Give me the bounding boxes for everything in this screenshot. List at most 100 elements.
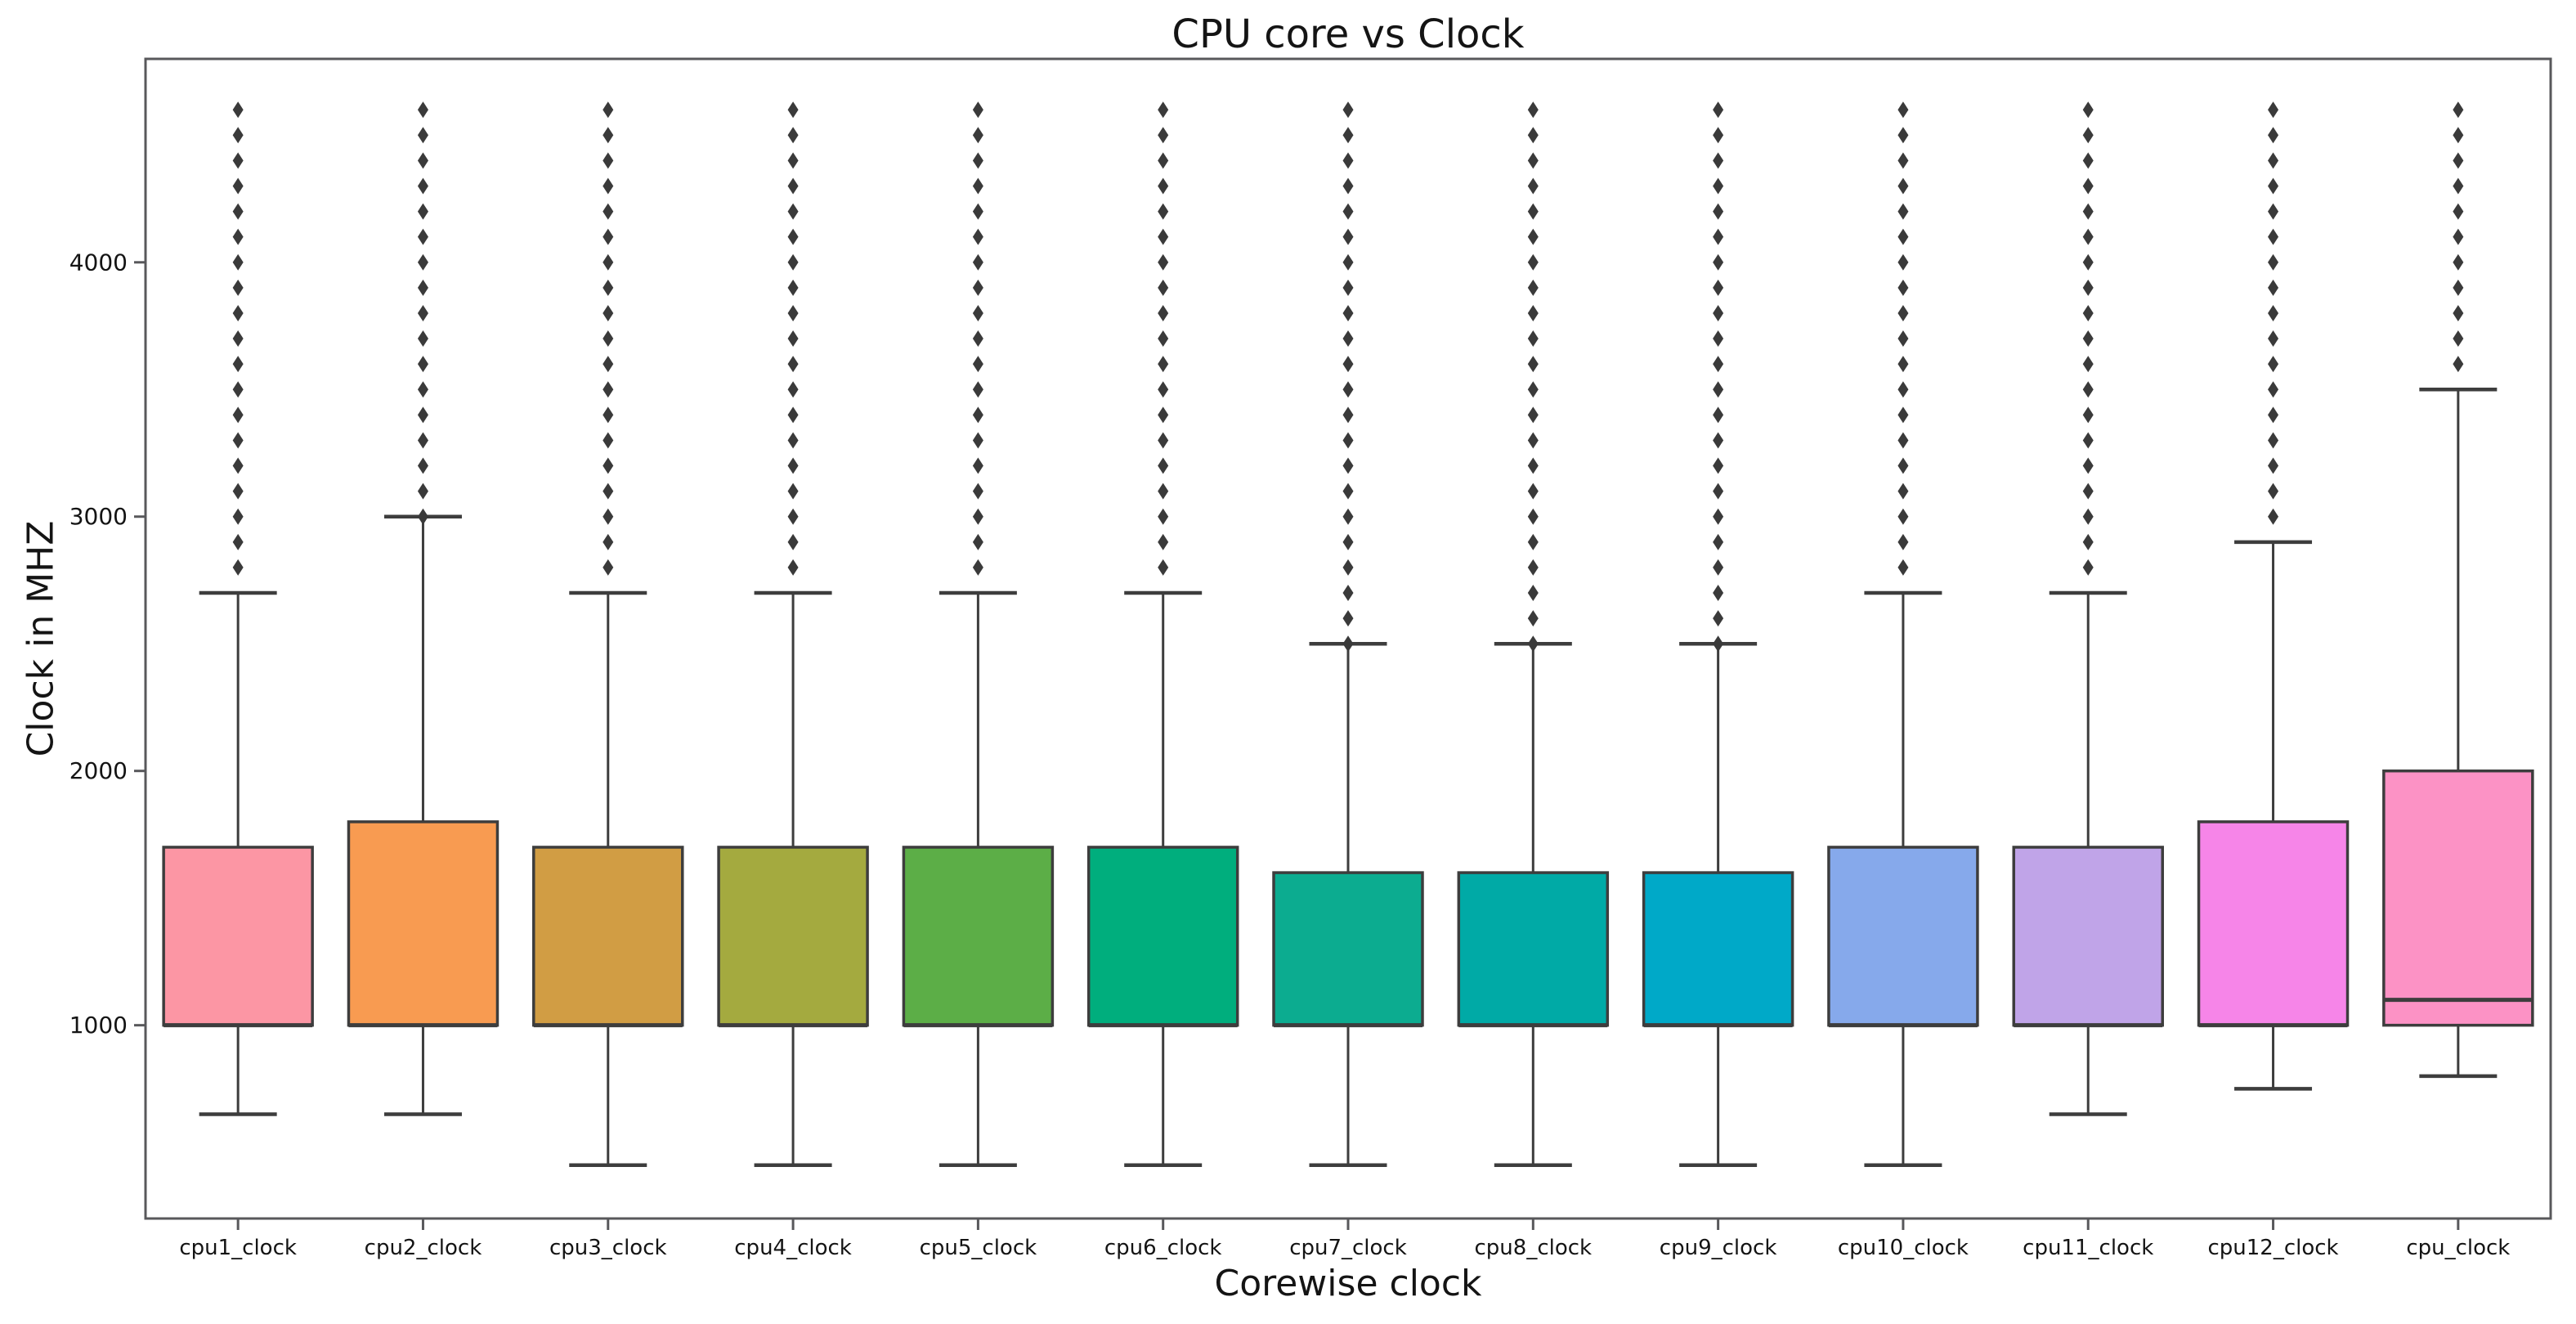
outlier-diamond [1342, 203, 1354, 220]
outlier-diamond [972, 152, 983, 169]
outlier-diamond [232, 508, 244, 525]
outlier-diamond [787, 177, 799, 195]
outlier-diamond [603, 432, 614, 449]
outlier-diamond [1527, 559, 1539, 576]
outlier-diamond [1158, 101, 1169, 119]
outlier-diamond [2082, 254, 2094, 271]
outlier-diamond [2453, 254, 2464, 271]
outlier-diamond [2268, 228, 2279, 245]
outlier-diamond [417, 381, 428, 398]
outliers-cpu8_clock [1527, 101, 1539, 653]
outlier-diamond [1342, 228, 1354, 245]
outlier-diamond [1158, 279, 1169, 296]
outlier-diamond [1158, 177, 1169, 195]
outlier-diamond [232, 127, 244, 144]
outlier-diamond [972, 533, 983, 550]
outlier-diamond [2268, 432, 2279, 449]
outlier-diamond [1527, 406, 1539, 424]
outlier-diamond [1527, 356, 1539, 373]
outlier-diamond [2453, 127, 2464, 144]
outlier-diamond [417, 203, 428, 220]
outlier-diamond [232, 381, 244, 398]
x-axis: cpu1_clock cpu2_clock cpu3_clock cpu4_clock… [179, 1219, 2510, 1260]
outlier-diamond [417, 101, 428, 119]
x-tick-label: cpu_clock [2406, 1236, 2510, 1260]
outlier-diamond [972, 559, 983, 576]
outliers-cpu6_clock [1158, 101, 1169, 576]
outlier-diamond [417, 254, 428, 271]
outlier-diamond [603, 406, 614, 424]
outlier-diamond [417, 356, 428, 373]
iqr-box [1272, 871, 1424, 1027]
outlier-diamond [1158, 152, 1169, 169]
outlier-diamond [1713, 279, 1724, 296]
outlier-diamond [972, 254, 983, 271]
outlier-diamond [2453, 228, 2464, 245]
outlier-diamond [417, 152, 428, 169]
outlier-diamond [787, 482, 799, 500]
outlier-diamond [603, 254, 614, 271]
box-cpu3_clock [532, 101, 684, 1167]
outlier-diamond [1713, 254, 1724, 271]
iqr-box [1827, 846, 1979, 1027]
outlier-diamond [2268, 508, 2279, 525]
outlier-diamond [972, 406, 983, 424]
outlier-diamond [1527, 127, 1539, 144]
outlier-diamond [2268, 279, 2279, 296]
outlier-diamond [1342, 457, 1354, 474]
outlier-diamond [1897, 559, 1909, 576]
y-tick-label: 3000 [69, 503, 128, 530]
x-tick-label: cpu10_clock [1838, 1236, 1969, 1260]
outlier-diamond [603, 508, 614, 525]
outlier-diamond [1897, 228, 1909, 245]
outlier-diamond [2082, 304, 2094, 321]
outlier-diamond [1342, 127, 1354, 144]
outlier-diamond [2268, 101, 2279, 119]
outlier-diamond [1713, 228, 1724, 245]
outlier-diamond [1897, 203, 1909, 220]
outlier-diamond [2268, 203, 2279, 220]
outlier-diamond [1158, 127, 1169, 144]
iqr-box [1642, 871, 1794, 1027]
outlier-diamond [972, 356, 983, 373]
outlier-diamond [787, 457, 799, 474]
x-tick-label: cpu1_clock [179, 1236, 297, 1260]
outlier-diamond [787, 432, 799, 449]
outlier-diamond [2268, 356, 2279, 373]
outlier-diamond [1342, 482, 1354, 500]
outlier-diamond [1158, 228, 1169, 245]
outlier-diamond [2082, 381, 2094, 398]
outlier-diamond [232, 432, 244, 449]
iqr-box [1086, 846, 1239, 1027]
outlier-diamond [1527, 330, 1539, 348]
outlier-diamond [603, 279, 614, 296]
outlier-diamond [2082, 457, 2094, 474]
box-cpu6_clock [1086, 101, 1239, 1167]
outlier-diamond [232, 152, 244, 169]
outlier-diamond [232, 304, 244, 321]
outlier-diamond [1713, 533, 1724, 550]
outlier-diamond [1713, 457, 1724, 474]
iqr-box [902, 846, 1055, 1027]
outlier-diamond [1527, 228, 1539, 245]
x-tick-label: cpu4_clock [734, 1236, 852, 1260]
outlier-diamond [2082, 406, 2094, 424]
outlier-diamond [2453, 101, 2464, 119]
outlier-diamond [603, 304, 614, 321]
outlier-diamond [972, 279, 983, 296]
iqr-box [717, 846, 869, 1027]
iqr-box [1457, 871, 1610, 1027]
outlier-diamond [232, 228, 244, 245]
outlier-diamond [1527, 508, 1539, 525]
outlier-diamond [1897, 330, 1909, 348]
outlier-diamond [1342, 533, 1354, 550]
outlier-diamond [787, 356, 799, 373]
outlier-diamond [2453, 152, 2464, 169]
outlier-diamond [1342, 279, 1354, 296]
outlier-diamond [2268, 330, 2279, 348]
outlier-diamond [232, 356, 244, 373]
outlier-diamond [1897, 152, 1909, 169]
outlier-diamond [2268, 406, 2279, 424]
y-axis-label: Clock in MHZ [20, 520, 62, 757]
outlier-diamond [232, 101, 244, 119]
